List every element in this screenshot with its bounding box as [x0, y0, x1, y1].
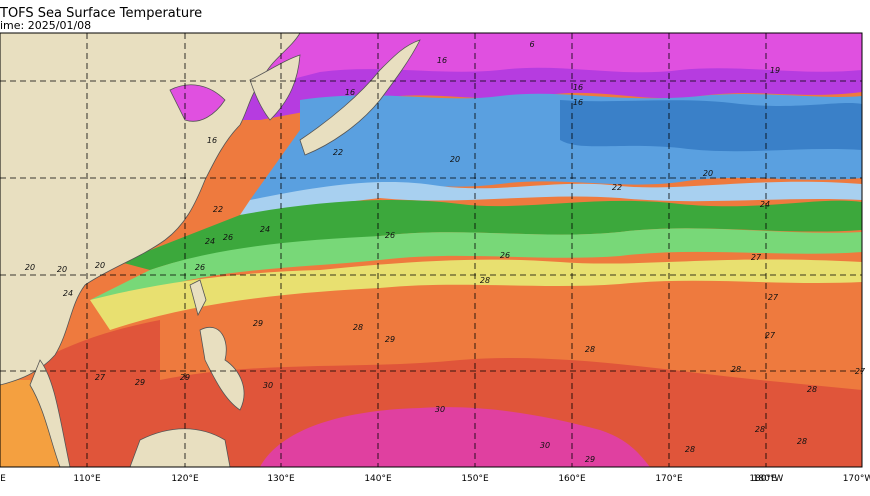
contour-label: 24: [63, 289, 73, 298]
contour-label: 6: [529, 40, 534, 49]
contour-label: 26: [385, 231, 395, 240]
contour-label: 16: [437, 56, 447, 65]
contour-label: 28: [585, 345, 595, 354]
contour-label: 28: [353, 323, 363, 332]
contour-label: 28: [755, 425, 765, 434]
longitude-label: E: [0, 474, 6, 484]
contour-label: 29: [385, 335, 395, 344]
map-title: TOFS Sea Surface Temperature: [0, 6, 202, 21]
land: [0, 32, 421, 468]
contour-label: 29: [585, 455, 595, 464]
contour-label: 28: [731, 365, 741, 374]
longitude-label: 170°W: [843, 474, 870, 484]
contour-label: 19: [770, 66, 780, 75]
longitude-label: 180°W: [753, 474, 784, 484]
contour-label: 24: [760, 200, 770, 209]
longitude-label: 130°E: [267, 474, 295, 484]
map-time: ime: 2025/01/08: [0, 19, 91, 32]
contour-label: 20: [703, 169, 713, 178]
contour-label: 24: [260, 225, 270, 234]
contour-label: 28: [480, 276, 490, 285]
contour-label: 24: [205, 237, 215, 246]
contour-label: 27: [768, 293, 779, 302]
contour-label: 22: [333, 148, 343, 157]
labels: E 110°E 120°E 130°E 140°E 150°E 160°E 170°E 180°…: [0, 40, 870, 484]
contour-label: 30: [263, 381, 273, 390]
contour-label: 27: [855, 367, 866, 376]
contour-label: 16: [573, 98, 583, 107]
contour-label: 28: [685, 445, 695, 454]
contour-label: 27: [751, 253, 762, 262]
contour-label: 29: [180, 373, 190, 382]
contour-label: 20: [450, 155, 460, 164]
longitude-label: 180°E: [749, 474, 777, 484]
contour-label: 30: [435, 405, 445, 414]
contour-label: 28: [807, 385, 817, 394]
contour-label: 20: [57, 265, 67, 274]
longitude-label: 140°E: [364, 474, 392, 484]
contour-label: 16: [573, 83, 583, 92]
longitude-label: 170°E: [655, 474, 683, 484]
contour-label: 20: [25, 263, 35, 272]
contour-label: 22: [213, 205, 223, 214]
contour-label: 22: [612, 183, 622, 192]
map-frame: [0, 32, 863, 468]
contour-label: 16: [207, 136, 217, 145]
contour-label: 30: [540, 441, 550, 450]
contour-label: 29: [135, 378, 145, 387]
contour-label: 28: [797, 437, 807, 446]
contour-label: 26: [223, 233, 233, 242]
longitude-label: 120°E: [171, 474, 199, 484]
contour-label: 16: [345, 88, 355, 97]
longitude-label: 150°E: [461, 474, 489, 484]
contour-label: 26: [195, 263, 205, 272]
graticule: [0, 33, 862, 467]
longitude-label: 110°E: [73, 474, 101, 484]
contour-label: 26: [500, 251, 510, 260]
longitude-label: 160°E: [558, 474, 586, 484]
contour-label: 27: [95, 373, 106, 382]
contour-label: 27: [765, 331, 776, 340]
contour-label: 20: [95, 261, 105, 270]
contour-label: 29: [253, 319, 263, 328]
